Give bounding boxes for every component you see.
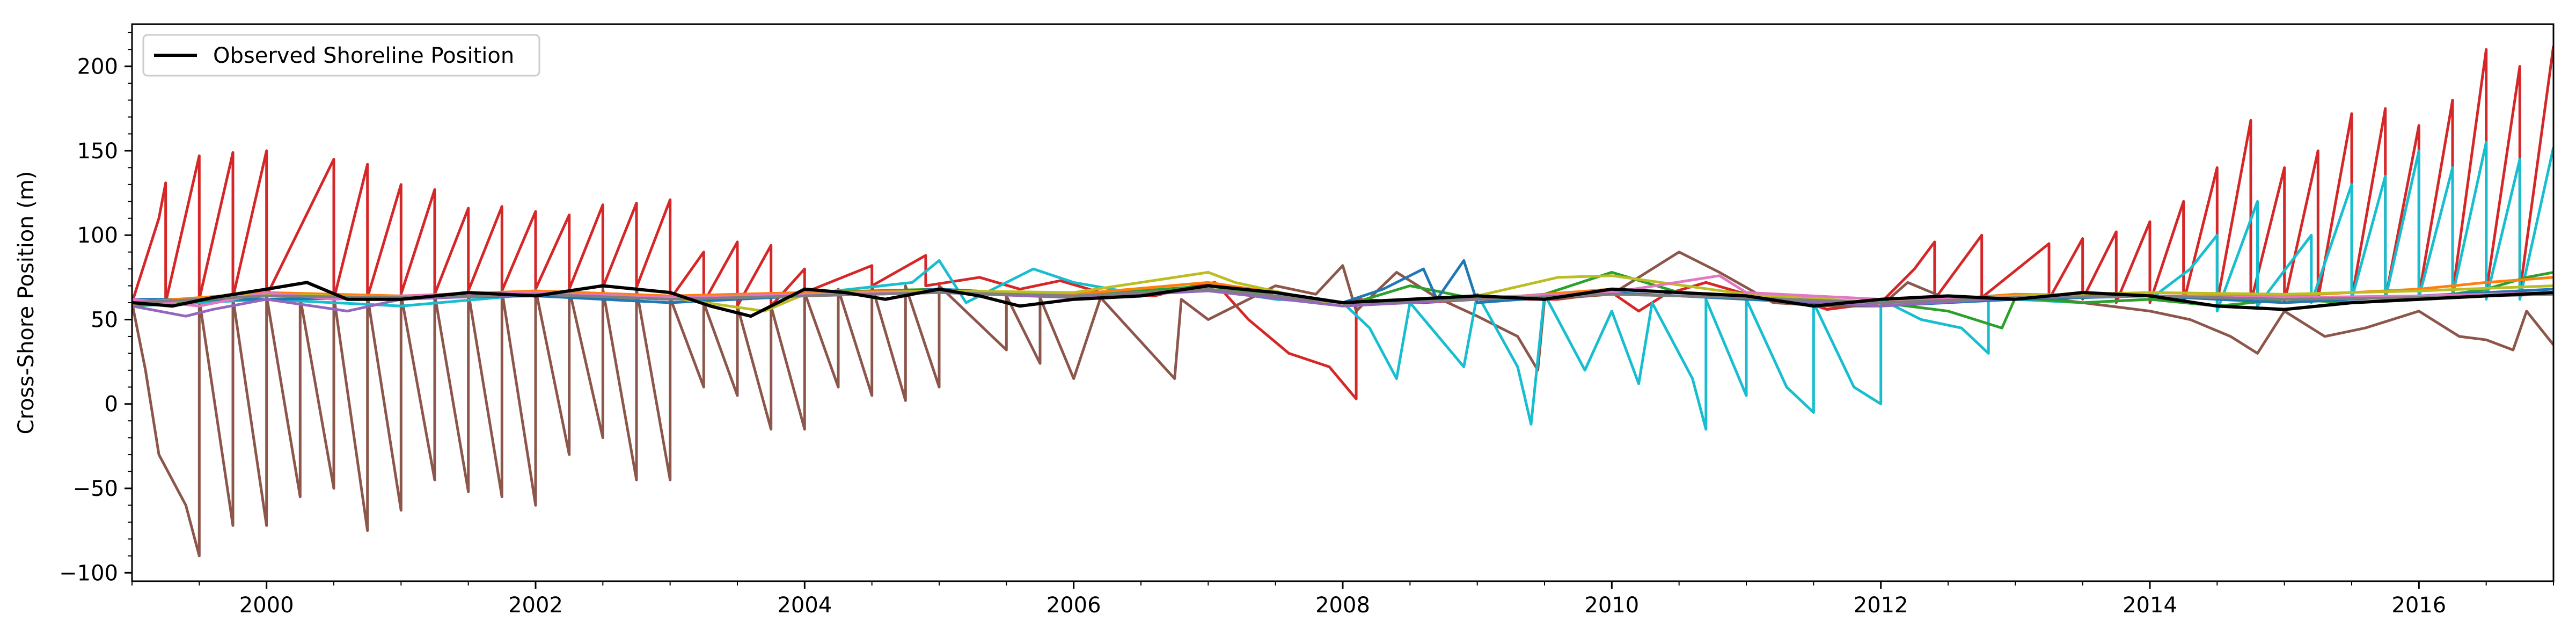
x-tick-label: 2016 — [2391, 593, 2446, 618]
series-layer — [132, 46, 2553, 558]
x-tick-label: 2006 — [1046, 593, 1101, 618]
x-tick-label: 2012 — [1854, 593, 1908, 618]
ticks-layer: 2000 2002 2004 2006 2008 2010 2012 2014 2016−100… — [59, 32, 2554, 618]
x-tick-label: 2008 — [1315, 593, 1370, 618]
series-line-11 — [132, 281, 2553, 318]
series-line-1 — [132, 46, 2553, 400]
x-tick-label: 2014 — [2123, 593, 2177, 618]
x-tick-label: 2000 — [239, 593, 294, 618]
x-tick-label: 2004 — [777, 593, 832, 618]
y-axis-label: Cross-Shore Position (m) — [14, 171, 39, 435]
series-line-3 — [132, 141, 2553, 431]
legend-label: Observed Shoreline Position — [213, 43, 514, 68]
y-tick-label: −100 — [59, 561, 118, 586]
y-tick-label: −50 — [73, 477, 118, 501]
legend: Observed Shoreline Position — [142, 34, 540, 77]
x-tick-label: 2002 — [508, 593, 563, 618]
y-tick-label: 200 — [77, 55, 118, 79]
y-tick-label: 100 — [77, 223, 118, 248]
y-tick-label: 0 — [105, 392, 118, 417]
y-tick-label: 50 — [91, 308, 118, 332]
y-tick-label: 150 — [77, 139, 118, 164]
legend-box — [142, 34, 540, 77]
x-tick-label: 2010 — [1584, 593, 1639, 618]
